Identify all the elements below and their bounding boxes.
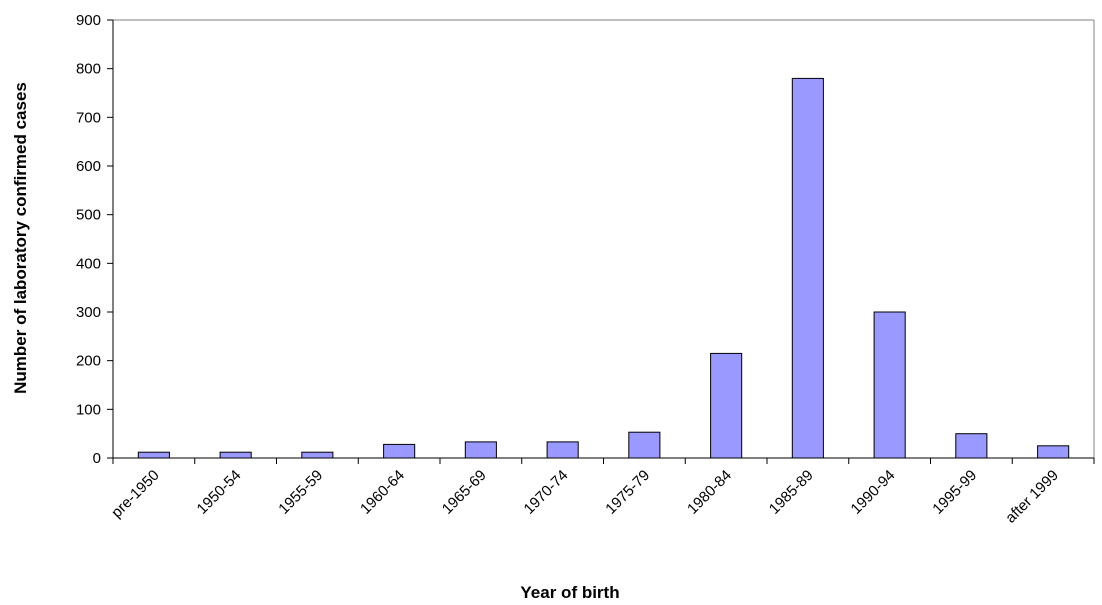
y-tick-label: 100 bbox=[76, 401, 101, 418]
y-tick-label: 200 bbox=[76, 353, 101, 370]
bar-1960-64 bbox=[383, 443, 416, 459]
plot-background bbox=[113, 20, 1094, 458]
plot-area bbox=[113, 19, 1095, 458]
bar-1985-89 bbox=[791, 77, 824, 459]
bar-1990-94 bbox=[873, 311, 906, 459]
y-tick-label: 700 bbox=[76, 109, 101, 126]
x-tick-label: 1980-84 bbox=[684, 467, 735, 518]
x-tick-label: 1995-99 bbox=[929, 467, 980, 518]
bar-1965-69 bbox=[464, 441, 497, 459]
y-tick-label: 900 bbox=[76, 12, 101, 29]
x-tick-label: pre-1950 bbox=[108, 467, 162, 521]
y-tick-label: 600 bbox=[76, 158, 101, 175]
y-tick-label: 800 bbox=[76, 61, 101, 78]
y-axis: 0 100 200 300 400 500 600 700 800 900 bbox=[76, 12, 114, 467]
x-tick-label: 1950-54 bbox=[193, 467, 244, 518]
x-axis-title: Year of birth bbox=[520, 583, 619, 602]
y-tick-label: 500 bbox=[76, 207, 101, 224]
x-tick-label: 1955-59 bbox=[275, 467, 326, 518]
bar-1995-99 bbox=[955, 433, 988, 459]
x-tick-label: after 1999 bbox=[1002, 467, 1062, 527]
bar-pre-1950 bbox=[137, 451, 170, 459]
bars bbox=[137, 77, 1070, 459]
y-tick-label: 0 bbox=[93, 450, 101, 467]
bar-1970-74 bbox=[546, 441, 579, 459]
bar-1980-84 bbox=[710, 352, 743, 459]
x-tick-label: 1985-89 bbox=[766, 467, 817, 518]
x-axis: pre-1950 1950-54 1955-59 1960-64 1965-69 1970… bbox=[108, 457, 1095, 527]
x-tick-label: 1965-69 bbox=[439, 467, 490, 518]
y-axis-title: Number of laboratory confirmed cases bbox=[11, 82, 30, 394]
x-tick-label: 1970-74 bbox=[520, 467, 571, 518]
bar-1955-59 bbox=[301, 451, 334, 459]
x-tick-label: 1975-79 bbox=[602, 467, 653, 518]
x-tick-label: 1960-64 bbox=[357, 467, 408, 518]
bar-1950-54 bbox=[219, 451, 252, 459]
bar-after 1999 bbox=[1037, 445, 1070, 459]
y-tick-label: 300 bbox=[76, 304, 101, 321]
y-tick-label: 400 bbox=[76, 255, 101, 272]
bar-1975-79 bbox=[628, 431, 661, 459]
x-tick-label: 1990-94 bbox=[847, 467, 898, 518]
